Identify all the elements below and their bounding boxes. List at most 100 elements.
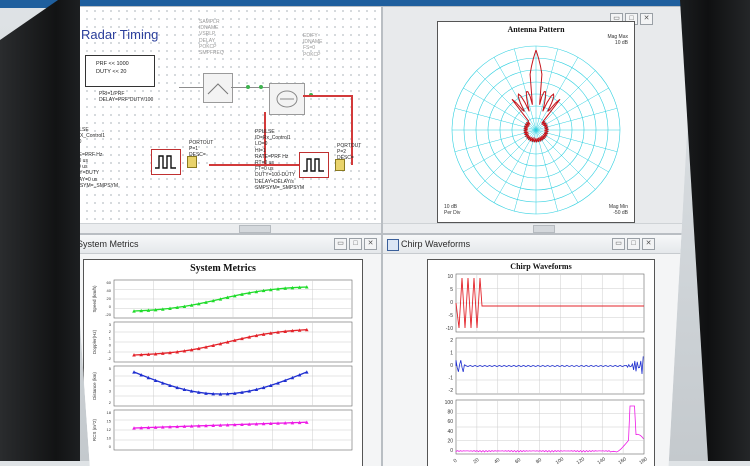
y-axis-label: Distance (km) — [92, 372, 97, 400]
polar-grid-spoke — [455, 130, 536, 152]
grey-wire — [179, 87, 203, 88]
y-tick-label: 2 — [109, 329, 112, 334]
system-metrics-pane[interactable]: System Metrics ▭ □ ✕ System Metrics 60 40… — [58, 234, 382, 466]
param-duty: DUTY << 20 — [96, 68, 154, 76]
pulse-icon — [152, 150, 180, 174]
maximize-icon[interactable]: □ — [349, 238, 362, 250]
y-tick-label: 5 — [109, 366, 112, 371]
y-tick-label: 12 — [107, 427, 112, 432]
y-tick-label: 0 — [450, 363, 453, 369]
x-tick-label: 20 — [472, 457, 480, 465]
y-tick-label: -2 — [107, 356, 111, 361]
window-controls: ▭ □ ✕ — [612, 238, 655, 250]
antenna-scrollbar[interactable] — [383, 223, 694, 233]
node-dot — [259, 85, 263, 89]
y-tick-label: 10 — [107, 436, 112, 441]
polar-grid-spoke — [463, 88, 536, 130]
edify-params: EDIFY IDNAME FS=0 POKCP — [303, 33, 322, 58]
antenna-pane[interactable]: ▭ □ ✕ Antenna Pattern Mag Max 10 dB 10 d… — [382, 6, 694, 234]
y-tick-label: -5 — [449, 313, 454, 319]
chirp-plot[interactable]: Chirp Waveforms 10 5 0 -5 -10 2 1 0 -1 -2 100 80 60 4… — [427, 259, 655, 466]
x-tick-label: 140 — [597, 456, 607, 466]
y-tick-label: 80 — [447, 410, 453, 416]
magenta-waveform — [456, 406, 644, 452]
y-tick-label: 10 — [447, 274, 453, 280]
y-tick-label: 20 — [107, 296, 112, 301]
x-tick-label: 0 — [453, 458, 459, 465]
polar-grid-spoke — [494, 57, 536, 130]
y-tick-label: 100 — [445, 400, 454, 406]
blue-waveform — [456, 356, 643, 374]
minimize-icon[interactable]: ▭ — [334, 238, 347, 250]
processing-block[interactable] — [269, 83, 305, 115]
y-axis-label: Speed (km/h) — [92, 285, 97, 313]
polar-grid-spoke — [536, 130, 609, 172]
minimize-icon[interactable]: ▭ — [612, 238, 625, 250]
y-tick-label: 40 — [107, 288, 112, 293]
graph-window-icon — [387, 239, 399, 251]
monitor-screen: Radar Timing PRF << 1000 DUTY << 20 PRI=… — [58, 6, 694, 466]
antenna-plot[interactable]: Antenna Pattern Mag Max 10 dB 10 dB Per … — [437, 21, 635, 223]
polar-grid-spoke — [463, 130, 536, 172]
y-axis-label: Doppler(Hz) — [92, 329, 97, 354]
param-prf: PRF << 1000 — [96, 60, 154, 68]
scroll-thumb[interactable] — [239, 225, 271, 233]
y-tick-label: 18 — [107, 410, 112, 415]
polar-grid-spoke — [536, 88, 609, 130]
signal-wire — [303, 95, 353, 97]
polar-grid-spoke — [536, 130, 578, 203]
y-tick-label: 60 — [447, 419, 453, 425]
mixer-icon — [270, 84, 304, 114]
polar-grid-spoke — [477, 130, 536, 189]
sampler-params: SAMPLR IDNAME VSRLP DELAY POKCP SMPFREQ — [199, 19, 224, 56]
y-tick-label: 20 — [447, 438, 453, 444]
node-dot — [246, 85, 250, 89]
pulse-2-params: PPULSE ID=Rx_Control1 LO=0 HI=1 RATE=PRF… — [255, 129, 304, 191]
polar-grid-spoke — [536, 130, 595, 189]
y-tick-label: 5 — [450, 287, 453, 293]
grey-wire — [231, 87, 269, 88]
sampler-block[interactable] — [203, 73, 233, 103]
chirp-pane[interactable]: Chirp Waveforms ▭ □ ✕ Chirp Waveforms 10… — [382, 234, 694, 466]
port-2-label: PORTOUT P=2 DESC= — [337, 143, 361, 162]
system-metrics-window-title: System Metrics — [77, 239, 139, 249]
close-icon[interactable]: ✕ — [642, 238, 655, 250]
y-tick-label: 0 — [109, 342, 112, 347]
sampler-icon — [204, 74, 232, 102]
close-icon[interactable]: ✕ — [640, 13, 653, 25]
x-tick-label: 40 — [493, 457, 501, 465]
series-line — [134, 372, 307, 394]
x-tick-label: 160 — [617, 456, 627, 466]
y-tick-label: 3 — [109, 389, 112, 394]
y-tick-label: 0 — [450, 448, 453, 454]
y-axis-label: RCS (m^2) — [92, 418, 97, 441]
close-icon[interactable]: ✕ — [364, 238, 377, 250]
parameter-box[interactable]: PRF << 1000 DUTY << 20 — [85, 55, 155, 87]
per-div-label: 10 dB Per Div — [444, 204, 460, 216]
schematic-pane[interactable]: Radar Timing PRF << 1000 DUTY << 20 PRI=… — [58, 6, 382, 234]
pulse-generator-1[interactable] — [151, 149, 181, 175]
monitor-bezel-left — [0, 0, 80, 461]
x-tick-label: 60 — [514, 457, 522, 465]
y-tick-label: 60 — [107, 280, 112, 285]
y-tick-label: 3 — [109, 322, 112, 327]
y-tick-label: 0 — [109, 444, 112, 449]
y-tick-label: -1 — [107, 349, 111, 354]
y-tick-label: -10 — [446, 326, 453, 332]
polar-grid-spoke — [494, 130, 536, 203]
polar-grid-spoke — [536, 130, 558, 211]
y-tick-label: -1 — [449, 376, 454, 382]
x-tick-label: 100 — [555, 456, 565, 466]
x-tick-label: 80 — [535, 457, 543, 465]
schematic-scrollbar[interactable] — [59, 223, 381, 233]
scroll-thumb[interactable] — [533, 225, 555, 233]
x-tick-label: 120 — [576, 456, 586, 466]
mag-min-label: Mag Min -50 dB — [609, 204, 628, 216]
maximize-icon[interactable]: □ — [627, 238, 640, 250]
schematic-title: Radar Timing — [81, 27, 158, 42]
chirp-chart: 1050-5-10210-1-21008060402000 20 40 60 80 100… — [428, 260, 654, 466]
system-metrics-plot[interactable]: System Metrics 60 40 20 0 -20 Speed (km/h) 3 2 1… — [83, 259, 363, 466]
chirp-titlebar: Chirp Waveforms ▭ □ ✕ — [383, 235, 694, 254]
y-tick-label: 2 — [109, 400, 112, 405]
